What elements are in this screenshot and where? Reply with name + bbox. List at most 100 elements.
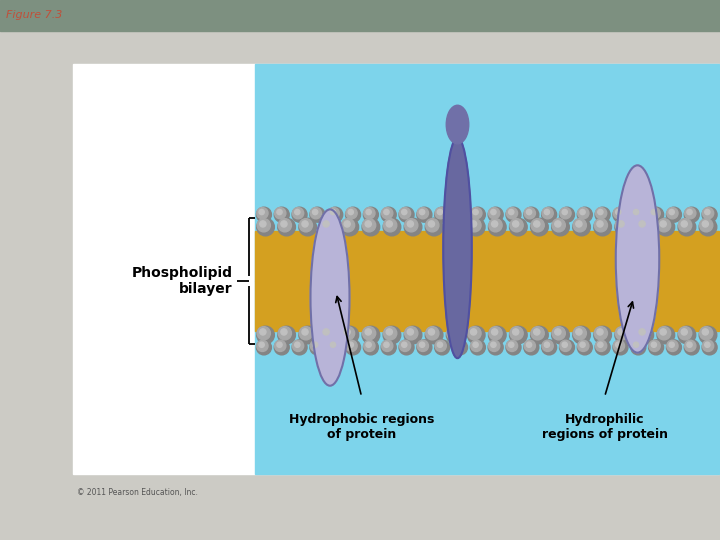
Circle shape — [513, 221, 519, 227]
Circle shape — [573, 327, 586, 340]
Circle shape — [428, 221, 435, 227]
Circle shape — [576, 221, 582, 227]
Circle shape — [400, 207, 410, 219]
Circle shape — [699, 218, 717, 236]
Circle shape — [341, 218, 359, 236]
Circle shape — [257, 327, 271, 340]
Circle shape — [257, 340, 268, 352]
Circle shape — [274, 340, 289, 355]
Circle shape — [328, 207, 339, 219]
Ellipse shape — [310, 210, 349, 386]
Circle shape — [302, 329, 308, 335]
Circle shape — [702, 221, 708, 227]
Circle shape — [594, 327, 608, 340]
Circle shape — [362, 326, 379, 344]
Circle shape — [531, 219, 544, 232]
Circle shape — [577, 207, 589, 219]
Circle shape — [541, 207, 557, 222]
Circle shape — [510, 218, 527, 236]
Circle shape — [577, 207, 593, 222]
Circle shape — [278, 219, 292, 232]
Circle shape — [346, 340, 357, 352]
Circle shape — [506, 207, 521, 222]
Circle shape — [552, 326, 570, 344]
Circle shape — [531, 327, 544, 340]
Circle shape — [542, 340, 553, 352]
Circle shape — [320, 326, 338, 344]
Circle shape — [302, 221, 308, 227]
Circle shape — [300, 219, 312, 232]
Circle shape — [452, 207, 467, 222]
Circle shape — [384, 327, 397, 340]
Bar — [0, 0, 720, 31]
Circle shape — [384, 210, 389, 215]
Circle shape — [616, 219, 629, 232]
Circle shape — [531, 218, 548, 236]
Circle shape — [580, 342, 585, 347]
Circle shape — [634, 210, 639, 215]
Circle shape — [510, 219, 523, 232]
Circle shape — [299, 218, 317, 236]
Circle shape — [260, 221, 266, 227]
Circle shape — [417, 340, 432, 355]
Circle shape — [346, 207, 361, 222]
Circle shape — [435, 207, 446, 219]
Circle shape — [678, 219, 692, 232]
Circle shape — [631, 340, 642, 352]
Circle shape — [420, 210, 425, 215]
Circle shape — [705, 342, 710, 347]
Circle shape — [447, 327, 460, 340]
Circle shape — [639, 221, 645, 227]
Circle shape — [455, 210, 460, 215]
Circle shape — [292, 207, 307, 222]
Circle shape — [420, 342, 425, 347]
Circle shape — [684, 340, 699, 355]
Circle shape — [470, 329, 477, 335]
Circle shape — [405, 219, 418, 232]
Circle shape — [257, 326, 274, 344]
Circle shape — [404, 218, 422, 236]
Circle shape — [577, 340, 593, 355]
Circle shape — [408, 329, 413, 335]
Text: Hydrophilic
regions of protein: Hydrophilic regions of protein — [541, 413, 667, 441]
Text: Phospholipid
bilayer: Phospholipid bilayer — [132, 266, 233, 296]
Circle shape — [292, 340, 307, 355]
Circle shape — [573, 219, 586, 232]
Circle shape — [330, 342, 336, 347]
Circle shape — [639, 329, 645, 335]
Circle shape — [468, 327, 481, 340]
Circle shape — [594, 218, 611, 236]
Circle shape — [526, 210, 531, 215]
Circle shape — [618, 221, 624, 227]
Bar — [255, 232, 719, 281]
Circle shape — [678, 327, 692, 340]
Circle shape — [435, 207, 450, 222]
Circle shape — [473, 210, 478, 215]
Circle shape — [554, 221, 561, 227]
Circle shape — [667, 207, 681, 222]
Circle shape — [492, 221, 498, 227]
Circle shape — [613, 340, 624, 352]
Circle shape — [426, 326, 443, 344]
Circle shape — [649, 207, 664, 222]
Circle shape — [524, 207, 536, 219]
Circle shape — [667, 340, 681, 355]
Circle shape — [631, 207, 646, 222]
Circle shape — [470, 221, 477, 227]
Circle shape — [595, 340, 607, 352]
Circle shape — [341, 219, 355, 232]
Circle shape — [681, 329, 688, 335]
Circle shape — [278, 218, 295, 236]
Circle shape — [660, 221, 666, 227]
Circle shape — [667, 207, 678, 219]
Circle shape — [473, 342, 478, 347]
Circle shape — [417, 207, 432, 222]
Circle shape — [552, 327, 565, 340]
Bar — [73, 64, 719, 474]
Circle shape — [386, 221, 392, 227]
Circle shape — [453, 340, 464, 352]
Circle shape — [384, 342, 389, 347]
Circle shape — [594, 326, 611, 344]
Circle shape — [597, 329, 603, 335]
Circle shape — [615, 218, 632, 236]
